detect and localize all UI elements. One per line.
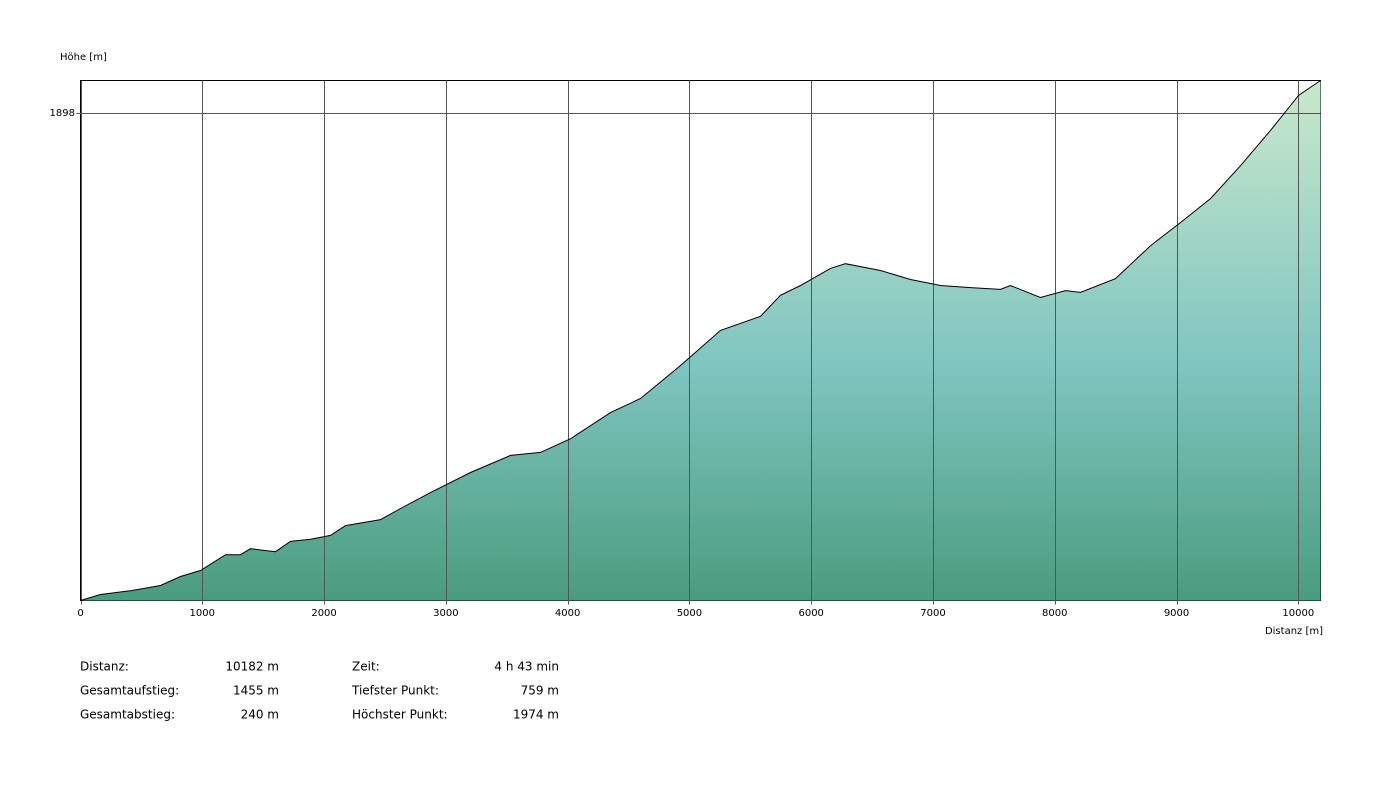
area-fill bbox=[80, 80, 1321, 601]
stat-value: 759 m bbox=[521, 684, 559, 698]
x-tick-label: 8000 bbox=[1042, 608, 1067, 619]
x-tick-label: 5000 bbox=[677, 608, 702, 619]
stat-label: Höchster Punkt: bbox=[352, 708, 448, 722]
stat-label: Tiefster Punkt: bbox=[351, 684, 439, 698]
stat-value: 240 m bbox=[241, 708, 279, 722]
y-axis-label: Höhe [m] bbox=[60, 52, 107, 63]
stat-label: Gesamtabstieg: bbox=[80, 708, 175, 722]
stat-value: 1455 m bbox=[233, 684, 279, 698]
x-tick-label: 4000 bbox=[555, 608, 580, 619]
stat-label: Distanz: bbox=[80, 660, 129, 674]
x-tick-label: 3000 bbox=[433, 608, 458, 619]
stat-value: 1974 m bbox=[513, 708, 559, 722]
x-tick-label: 7000 bbox=[920, 608, 945, 619]
stat-label: Gesamtaufstieg: bbox=[80, 684, 179, 698]
stat-label: Zeit: bbox=[352, 660, 380, 674]
stat-value: 4 h 43 min bbox=[494, 660, 559, 674]
x-tick-label: 9000 bbox=[1164, 608, 1189, 619]
x-tick-label: 2000 bbox=[311, 608, 336, 619]
x-tick-label: 10000 bbox=[1282, 608, 1314, 619]
elevation-line bbox=[80, 80, 1321, 601]
stat-value: 10182 m bbox=[225, 660, 279, 674]
x-tick-label: 1000 bbox=[190, 608, 215, 619]
x-tick-label: 0 bbox=[77, 608, 83, 619]
y-tick-label: 1898 bbox=[50, 108, 75, 119]
x-tick-label: 6000 bbox=[798, 608, 823, 619]
x-axis-label: Distanz [m] bbox=[1265, 626, 1323, 637]
